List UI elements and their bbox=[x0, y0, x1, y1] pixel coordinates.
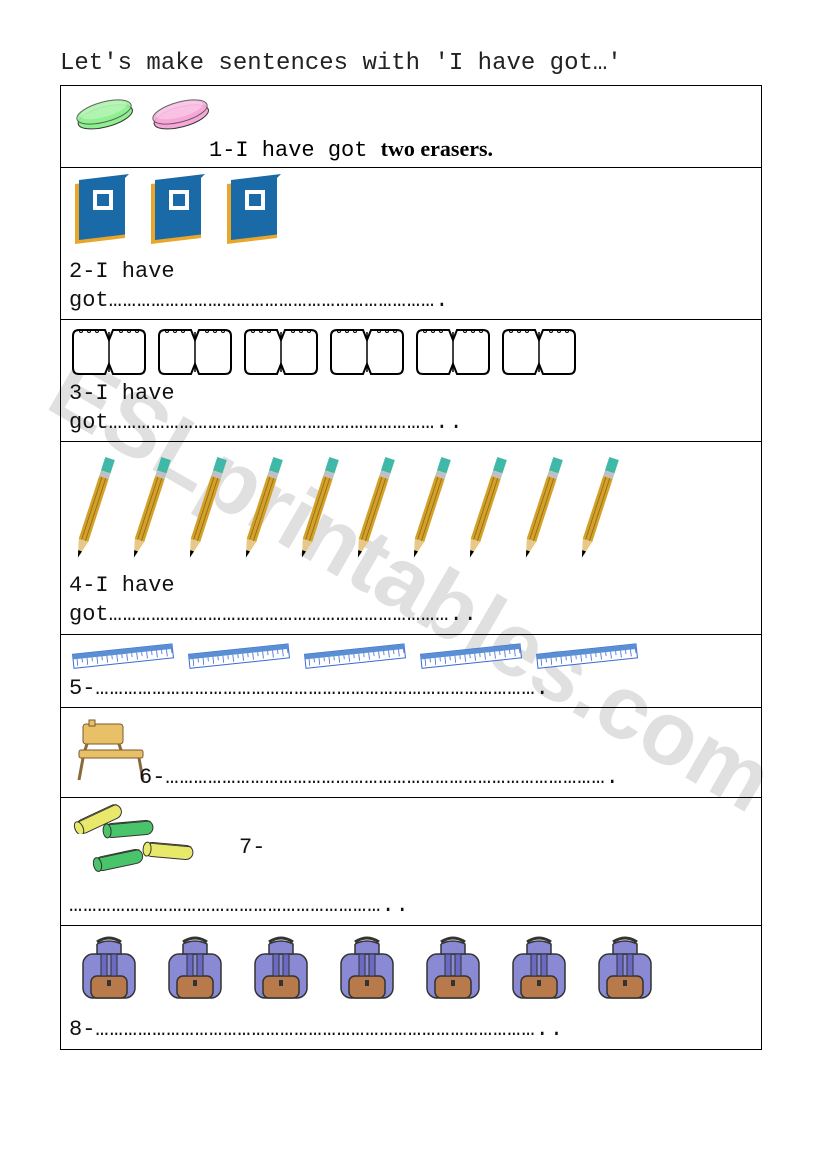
bag-icon bbox=[327, 932, 407, 1012]
worksheet-page: ESLprintables.com Let's make sentences w… bbox=[0, 0, 821, 1169]
book-icon bbox=[145, 174, 215, 254]
worksheet-row: 4-I havegot……………………………………………………………….. bbox=[61, 442, 761, 634]
prompt-text: 2-I havegot……………………………………………………………. bbox=[69, 258, 753, 315]
answer-blank[interactable]: ……………………………………………………………. bbox=[109, 288, 450, 313]
pencil-icon bbox=[69, 448, 119, 568]
worksheet-row: 2-I havegot……………………………………………………………. bbox=[61, 168, 761, 320]
bag-icon bbox=[155, 932, 235, 1012]
notebook-icon bbox=[327, 326, 407, 376]
answer-blank[interactable]: …………………………………………………………………………………. bbox=[165, 765, 619, 790]
pencilcase-icon bbox=[159, 826, 199, 866]
notebook-icon bbox=[499, 326, 579, 376]
answer-blank[interactable]: ………………………………………………………….. bbox=[69, 893, 410, 918]
bag-icon bbox=[69, 932, 149, 1012]
worksheet-row: 3-I havegot…………………………………………………………….. bbox=[61, 320, 761, 442]
prompt-text: 6-…………………………………………………………………………………. bbox=[69, 764, 753, 793]
pencil-icon bbox=[405, 448, 455, 568]
book-icon bbox=[221, 174, 291, 254]
worksheet-row: 5-…………………………………………………………………………………. bbox=[61, 635, 761, 709]
answer-blank[interactable]: ………………………………………………………………………………….. bbox=[95, 1017, 564, 1042]
notebook-icon bbox=[69, 326, 149, 376]
ruler-icon bbox=[301, 641, 411, 671]
ruler-icon bbox=[417, 641, 527, 671]
bag-icons bbox=[69, 932, 753, 1012]
eraser-icon bbox=[69, 92, 139, 132]
notebook-icon bbox=[413, 326, 493, 376]
pencil-icon bbox=[181, 448, 231, 568]
example-lead: 1-I have got bbox=[209, 138, 381, 163]
pencil-icon bbox=[293, 448, 343, 568]
worksheet-row: 7-………………………………………………………….. bbox=[61, 798, 761, 926]
worksheet-table: 1-I have got two erasers. 2-I havegot………… bbox=[60, 85, 762, 1050]
eraser-icon bbox=[145, 92, 215, 132]
answer-blank[interactable]: …………………………………………………………………………………. bbox=[95, 676, 549, 701]
example-sentence: 1-I have got two erasers. bbox=[209, 136, 753, 163]
pencilcase-icon bbox=[109, 832, 149, 875]
ruler-icon bbox=[185, 641, 295, 671]
prompt-text: 7-………………………………………………………….. bbox=[69, 864, 753, 921]
page-title: Let's make sentences with 'I have got…' bbox=[60, 50, 761, 77]
pencil-icons bbox=[69, 448, 753, 568]
pencil-icon bbox=[461, 448, 511, 568]
notebook-icon bbox=[155, 326, 235, 376]
prompt-text: 5-…………………………………………………………………………………. bbox=[69, 675, 753, 704]
bag-icon bbox=[499, 932, 579, 1012]
pencil-icon bbox=[349, 448, 399, 568]
pencil-icon bbox=[573, 448, 623, 568]
bag-icon bbox=[585, 932, 665, 1012]
notebook-icons bbox=[69, 326, 753, 376]
pencil-icon bbox=[517, 448, 567, 568]
worksheet-row: 8-………………………………………………………………………………….. bbox=[61, 926, 761, 1049]
answer-blank[interactable]: ……………………………………………………………….. bbox=[109, 602, 478, 627]
prompt-text: 3-I havegot…………………………………………………………….. bbox=[69, 380, 753, 437]
pencilcase-icons bbox=[69, 804, 753, 860]
book-icons bbox=[69, 174, 753, 254]
bag-icon bbox=[241, 932, 321, 1012]
example-answer: two erasers. bbox=[381, 136, 493, 161]
prompt-text: 8-………………………………………………………………………………….. bbox=[69, 1016, 753, 1045]
ruler-icons bbox=[69, 641, 753, 671]
bag-icon bbox=[413, 932, 493, 1012]
notebook-icon bbox=[241, 326, 321, 376]
eraser-icons bbox=[69, 92, 753, 132]
pencil-icon bbox=[125, 448, 175, 568]
prompt-text: 4-I havegot……………………………………………………………….. bbox=[69, 572, 753, 629]
answer-blank[interactable]: …………………………………………………………….. bbox=[109, 410, 464, 435]
ruler-icon bbox=[533, 641, 643, 671]
worksheet-row: 1-I have got two erasers. bbox=[61, 86, 761, 168]
pencil-icon bbox=[237, 448, 287, 568]
worksheet-row: 6-…………………………………………………………………………………. bbox=[61, 708, 761, 798]
ruler-icon bbox=[69, 641, 179, 671]
book-icon bbox=[69, 174, 139, 254]
